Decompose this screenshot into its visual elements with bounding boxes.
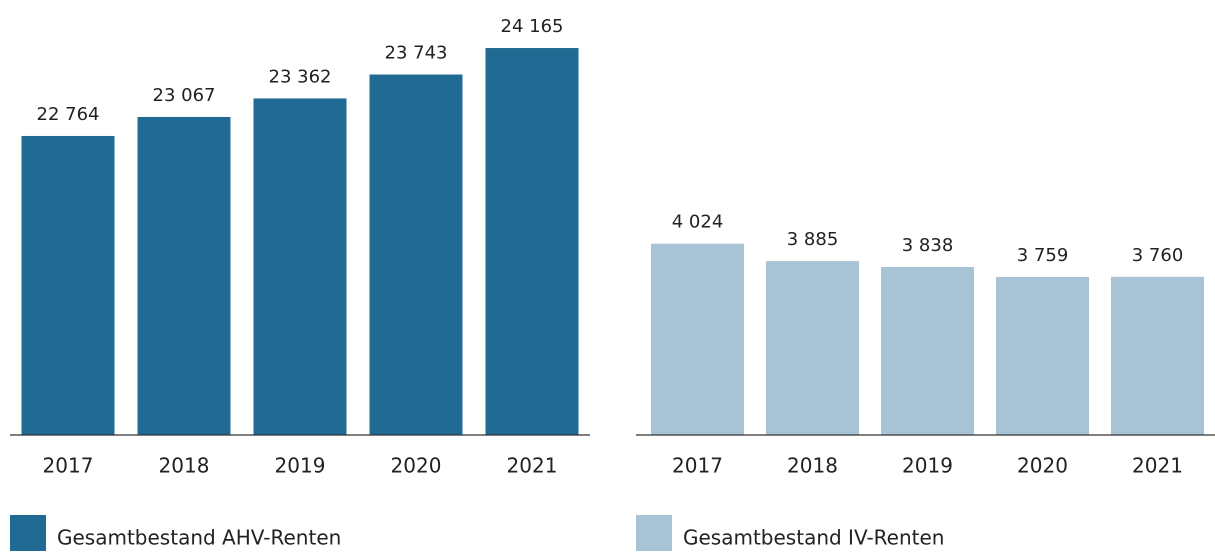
x-tick-label: 2017 [672,454,723,478]
value-label: 3 838 [902,235,954,256]
x-tick-label: 2017 [43,454,94,478]
legend-swatch [636,515,672,551]
bar [996,276,1089,435]
x-tick-label: 2021 [507,454,558,478]
value-label: 22 764 [37,104,100,125]
value-label: 3 759 [1017,245,1069,266]
x-tick-label: 2018 [787,454,838,478]
x-tick-label: 2019 [275,454,326,478]
value-label: 23 362 [269,66,332,87]
x-tick-label: 2021 [1132,454,1183,478]
legend-label: Gesamtbestand AHV-Renten [57,526,341,550]
bar [651,243,744,435]
bar [369,74,463,436]
x-tick-label: 2020 [391,454,442,478]
bar [253,98,347,435]
legend-label: Gesamtbestand IV-Renten [683,526,944,550]
bar [137,116,231,436]
bar [21,135,115,435]
value-label: 24 165 [501,16,564,37]
bar [1111,276,1204,435]
x-tick-label: 2019 [902,454,953,478]
value-label: 3 885 [787,229,839,250]
value-label: 3 760 [1132,245,1184,266]
bar [881,267,974,435]
value-label: 23 067 [153,85,216,106]
bar [485,48,579,436]
value-label: 23 743 [385,43,448,64]
x-tick-label: 2020 [1017,454,1068,478]
bar [766,261,859,435]
value-label: 4 024 [672,212,724,233]
legend-swatch [10,515,46,551]
x-tick-label: 2018 [159,454,210,478]
